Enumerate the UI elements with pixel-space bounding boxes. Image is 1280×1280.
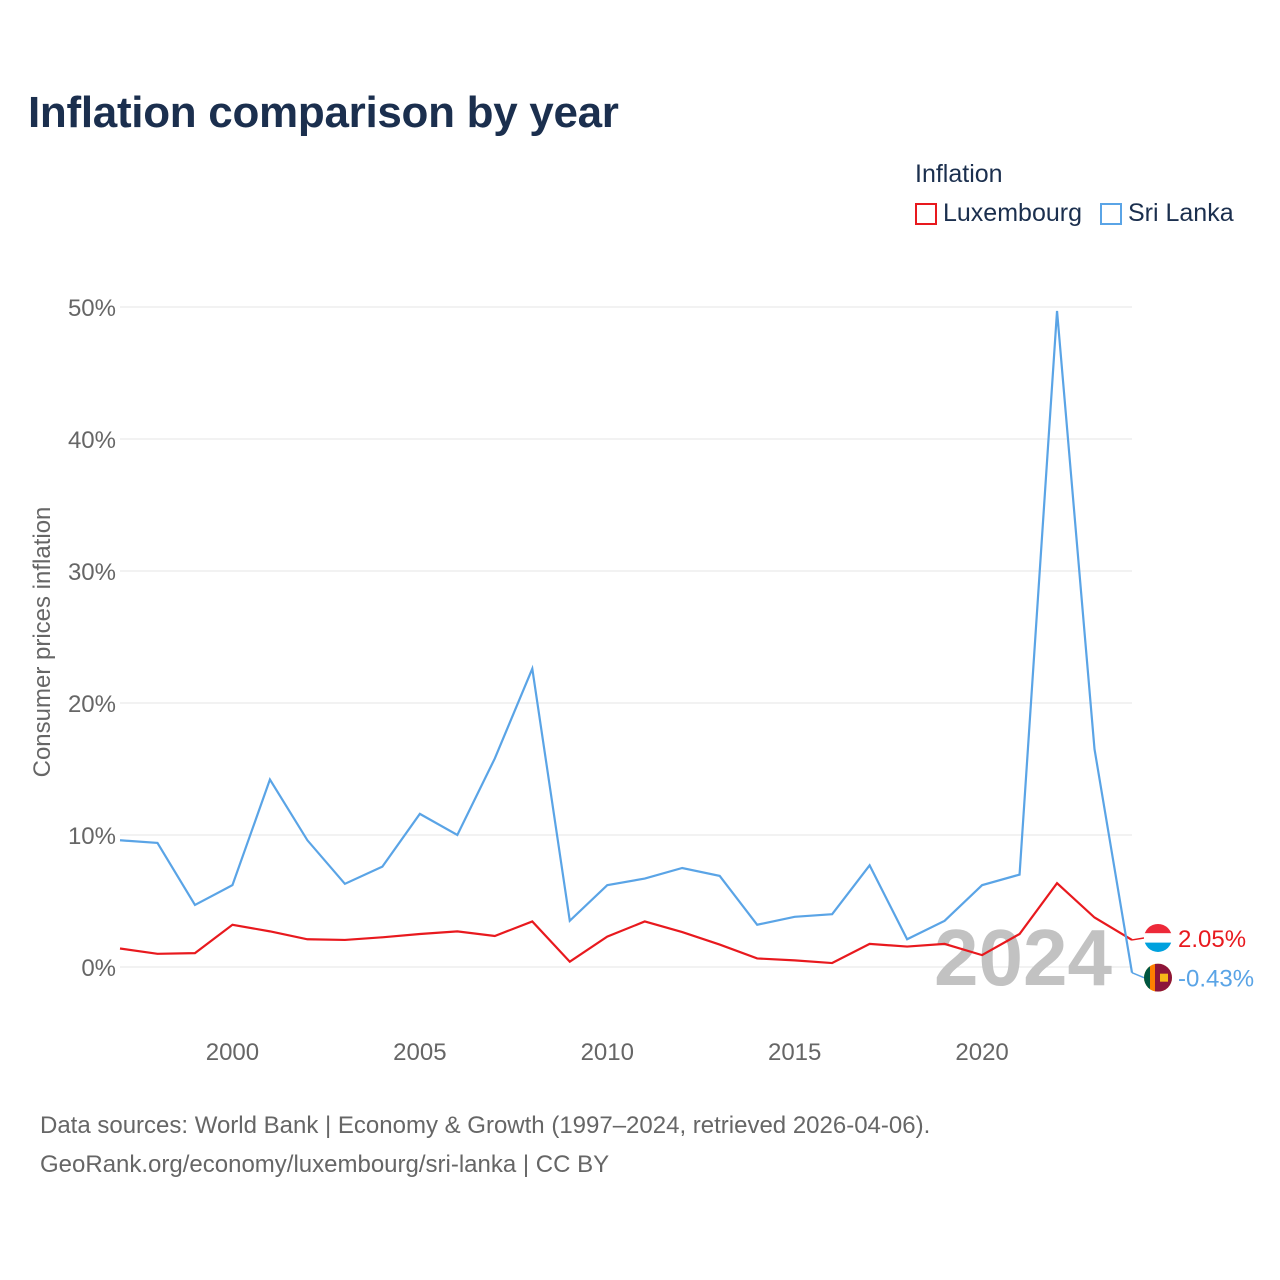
luxembourg-flag-icon: [1144, 923, 1172, 952]
legend-title: Inflation: [915, 160, 1003, 188]
y-tick-label: 0%: [81, 955, 116, 982]
y-tick-label: 40%: [68, 427, 116, 454]
series-line-luxembourg: [119, 881, 1133, 965]
chart-title: Inflation comparison by year: [28, 88, 619, 137]
legend-item-sri-lanka[interactable]: Sri Lanka: [1099, 199, 1234, 228]
x-tick-label: 2010: [581, 1039, 634, 1066]
legend-label-sri-lanka: Sri Lanka: [1127, 199, 1234, 227]
legend: Inflation Luxembourg Sri Lanka: [915, 160, 1234, 228]
y-tick-label: 50%: [68, 295, 116, 322]
series-line-sri-lanka: [119, 310, 1134, 973]
connector-sri-lanka: [1131, 971, 1145, 979]
sri-lanka-flag-icon: [1144, 963, 1172, 992]
source-note: Data sources: World Bank | Economy & Gro…: [40, 1106, 930, 1184]
source-line-2[interactable]: GeoRank.org/economy/luxembourg/sri-lanka…: [40, 1151, 610, 1178]
y-tick-label: 20%: [68, 691, 116, 718]
x-tick-label: 2000: [206, 1039, 259, 1066]
x-tick-label: 2005: [393, 1039, 446, 1066]
y-tick-label: 10%: [68, 823, 116, 850]
x-tick-label: 2020: [955, 1039, 1008, 1066]
x-tick-label: 2015: [768, 1039, 821, 1066]
legend-swatch-luxembourg: [915, 202, 937, 225]
connector-luxembourg: [1131, 937, 1145, 941]
watermark-year: 2024: [934, 913, 1112, 1002]
y-tick-label: 30%: [68, 559, 116, 586]
legend-item-luxembourg[interactable]: Luxembourg: [915, 199, 1082, 228]
y-axis-label: Consumer prices inflation: [29, 507, 56, 778]
end-label-luxembourg: 2.05%: [1178, 926, 1246, 953]
legend-label-luxembourg: Luxembourg: [943, 199, 1082, 227]
legend-swatch-sri-lanka: [1099, 202, 1122, 225]
end-label-sri-lanka: -0.43%: [1178, 966, 1254, 993]
source-line-1: Data sources: World Bank | Economy & Gro…: [40, 1112, 931, 1139]
